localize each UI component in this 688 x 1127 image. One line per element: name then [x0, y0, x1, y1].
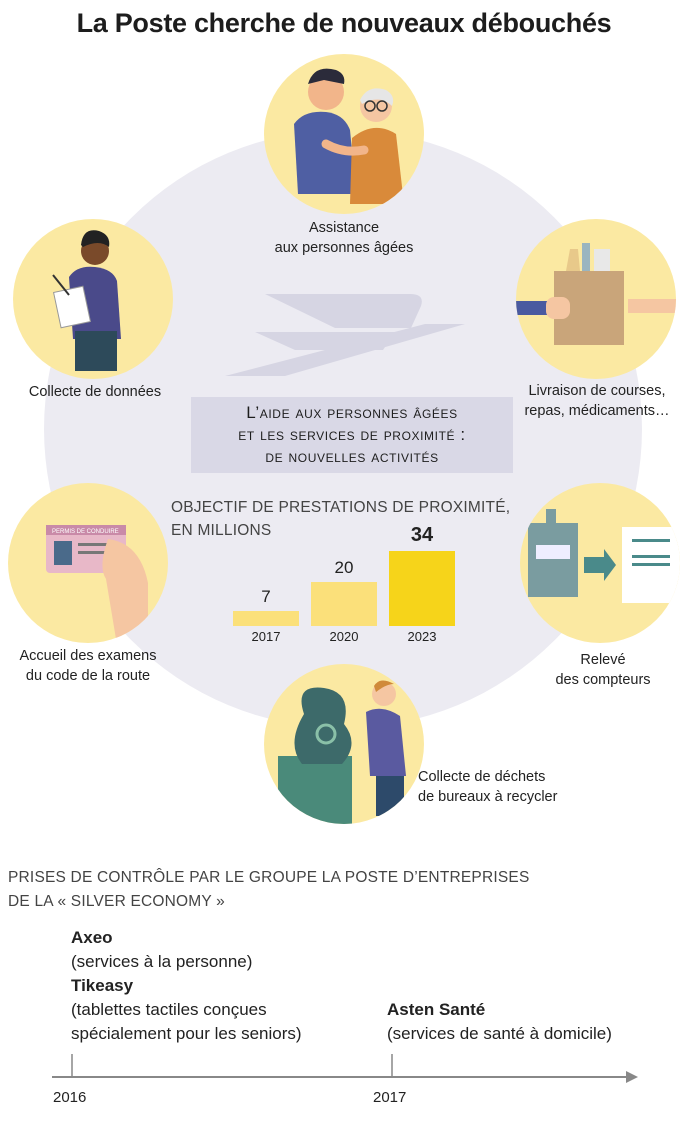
company-name: Axeo: [71, 928, 113, 947]
bar-value-label: 20: [334, 558, 354, 577]
timeline-axis: [52, 1054, 638, 1083]
bar-value-label: 7: [261, 587, 271, 606]
timeline-title: PRISES DE CONTRÔLE PAR LE GROUPE LA POST…: [8, 869, 530, 910]
la-poste-logo: [225, 294, 465, 376]
driving-test-illustration: PERMIS DE CONDUIRE: [8, 483, 168, 643]
waste-collection-illustration: [264, 664, 424, 824]
bar-chart: 7 2017 20 2020 34 2023: [230, 520, 460, 650]
bar-category-label: 2017: [251, 629, 281, 644]
license-card-text: PERMIS DE CONDUIRE: [52, 529, 119, 535]
assistance-label: Assistance aux personnes âgées: [274, 220, 414, 256]
waste-collection-label: Collecte de déchets de bureaux à recycler: [418, 769, 558, 805]
bar-2017: [233, 611, 299, 626]
bar-category-label: 2020: [329, 629, 359, 644]
delivery-label: Livraison de courses, repas, médicaments…: [524, 383, 670, 419]
timeline-event-2016: Axeo (services à la personne) Tikeasy (t…: [71, 926, 302, 1046]
bar-category-label: 2023: [407, 629, 437, 644]
driving-test-label: Accueil des examens du code de la route: [19, 648, 157, 684]
meter-reading-illustration: [520, 483, 680, 643]
page-title: La Poste cherche de nouveaux débouchés: [76, 8, 612, 38]
section-heading: L’aide aux personnes âgées et les servic…: [191, 397, 513, 473]
timeline-year-2017: 2017: [373, 1089, 407, 1106]
company-desc: (tablettes tactiles conçues: [71, 1000, 267, 1019]
company-name: Tikeasy: [71, 976, 134, 995]
meter-reading-label: Relevé des compteurs: [555, 652, 651, 688]
timeline-event-2017: Asten Santé (services de santé à domicil…: [387, 998, 612, 1046]
data-collection-label: Collecte de données: [28, 384, 162, 400]
bar-2020: [311, 582, 377, 626]
bar-value-label: 34: [410, 524, 434, 546]
company-desc: spécialement pour les seniors): [71, 1024, 302, 1043]
bar-2023: [389, 551, 455, 626]
assistance-illustration: [264, 54, 424, 214]
company-name: Asten Santé: [387, 1000, 486, 1019]
timeline-year-2016: 2016: [53, 1089, 87, 1106]
data-collection-illustration: [13, 219, 173, 379]
delivery-illustration: [516, 219, 676, 379]
company-desc: (services à la personne): [71, 952, 253, 971]
company-desc: (services de santé à domicile): [387, 1024, 612, 1043]
chart-title: OBJECTIF DE PRESTATIONS DE PROXIMITÉ, EN …: [171, 499, 511, 539]
